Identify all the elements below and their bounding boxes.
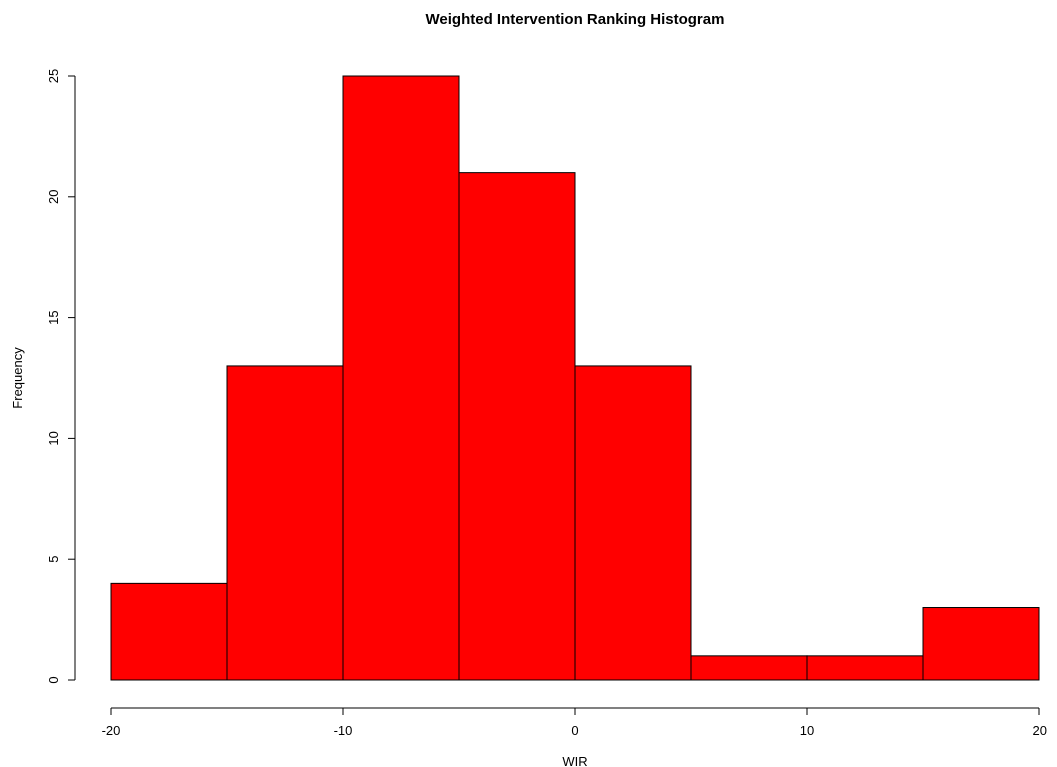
histogram-bar-6 (806, 655, 924, 681)
y-tick-label: 10 (46, 431, 61, 445)
x-tick-label: -20 (102, 723, 121, 738)
histogram-bar-5 (690, 655, 808, 681)
histogram-bar-1 (226, 365, 344, 681)
x-tick-label: 10 (800, 723, 814, 738)
histogram-bar-7 (922, 607, 1040, 681)
y-tick-label: 20 (46, 190, 61, 204)
chart-title: Weighted Intervention Ranking Histogram (426, 11, 725, 28)
x-tick-label: 20 (1033, 723, 1047, 738)
y-tick-label: 0 (46, 676, 61, 683)
y-tick-label: 15 (46, 310, 61, 324)
x-tick-label: -10 (334, 723, 353, 738)
histogram-bar-0 (110, 582, 228, 681)
histogram-bar-2 (342, 75, 460, 681)
y-axis-label: Frequency (10, 347, 25, 409)
y-tick-label: 25 (46, 69, 61, 83)
x-tick-label: 0 (571, 723, 578, 738)
x-axis: -20 -10 0 10 20 (102, 707, 1047, 738)
histogram-bar-3 (458, 172, 576, 681)
histogram-bar-4 (574, 365, 692, 681)
x-axis-label: WIR (562, 754, 587, 767)
bars-group (110, 75, 1040, 681)
y-tick-label: 5 (46, 556, 61, 563)
y-axis: 0 5 10 15 20 25 (46, 69, 76, 684)
